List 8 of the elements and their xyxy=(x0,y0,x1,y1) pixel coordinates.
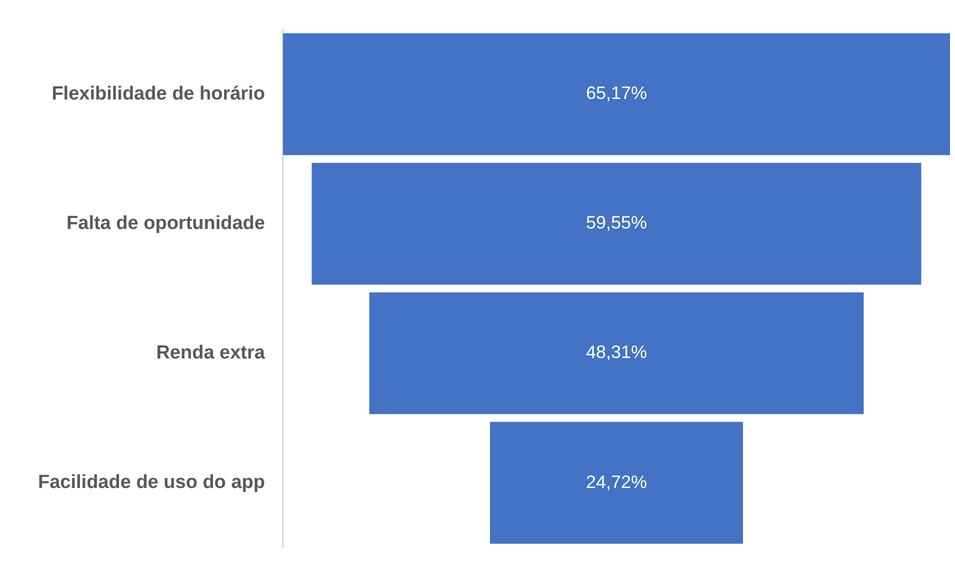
category-label: Renda extra xyxy=(156,342,266,364)
data-label: 65,17% xyxy=(586,83,648,104)
category-label: Falta de oportunidade xyxy=(66,212,265,234)
category-label: Facilidade de uso do app xyxy=(38,472,265,494)
data-label: 59,55% xyxy=(586,212,648,233)
data-label: 48,31% xyxy=(586,342,648,362)
category-label: Flexibilidade de horário xyxy=(52,83,265,104)
data-label: 24,72% xyxy=(586,472,648,492)
